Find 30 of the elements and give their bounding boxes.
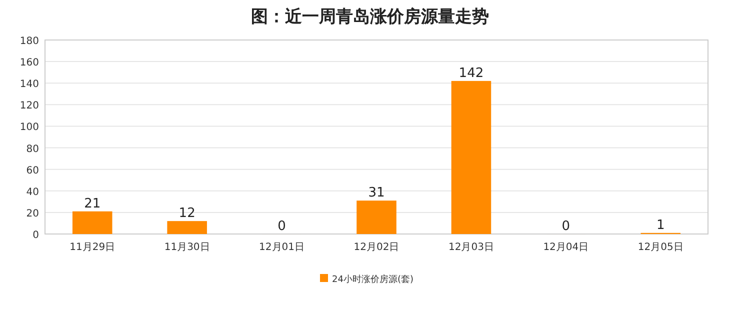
x-tick-label: 12月04日 bbox=[543, 242, 589, 253]
data-label: 21 bbox=[84, 196, 101, 212]
y-tick-label: 120 bbox=[20, 100, 39, 112]
y-tick-label: 140 bbox=[20, 79, 39, 90]
y-tick-label: 20 bbox=[26, 208, 39, 220]
x-tick-label: 11月30日 bbox=[164, 242, 210, 253]
data-label: 31 bbox=[368, 186, 385, 201]
bar bbox=[356, 200, 396, 234]
y-tick-label: 80 bbox=[26, 144, 39, 155]
y-tick-label: 40 bbox=[26, 186, 39, 198]
data-label: 12 bbox=[178, 206, 196, 222]
x-tick-label: 12月03日 bbox=[448, 242, 494, 253]
y-tick-label: 180 bbox=[20, 36, 39, 47]
data-label: 1 bbox=[656, 218, 665, 233]
data-label: 142 bbox=[458, 66, 484, 81]
x-tick-label: 12月02日 bbox=[354, 242, 400, 253]
x-tick-label: 12月01日 bbox=[259, 242, 305, 253]
y-tick-label: 100 bbox=[20, 122, 39, 134]
bar bbox=[72, 211, 112, 234]
bar bbox=[167, 221, 207, 234]
y-tick-label: 0 bbox=[32, 230, 39, 241]
y-tick-label: 60 bbox=[26, 165, 39, 176]
legend-label: 24小时涨价房源(套) bbox=[332, 274, 414, 285]
bar bbox=[451, 80, 492, 234]
chart-title: 图：近一周青岛涨价房源量走势 bbox=[251, 7, 489, 27]
x-tick-label: 12月05日 bbox=[638, 242, 684, 253]
data-label: 0 bbox=[562, 219, 570, 234]
data-label: 0 bbox=[278, 219, 286, 234]
y-tick-label: 160 bbox=[20, 58, 39, 69]
x-tick-label: 11月29日 bbox=[70, 242, 116, 253]
